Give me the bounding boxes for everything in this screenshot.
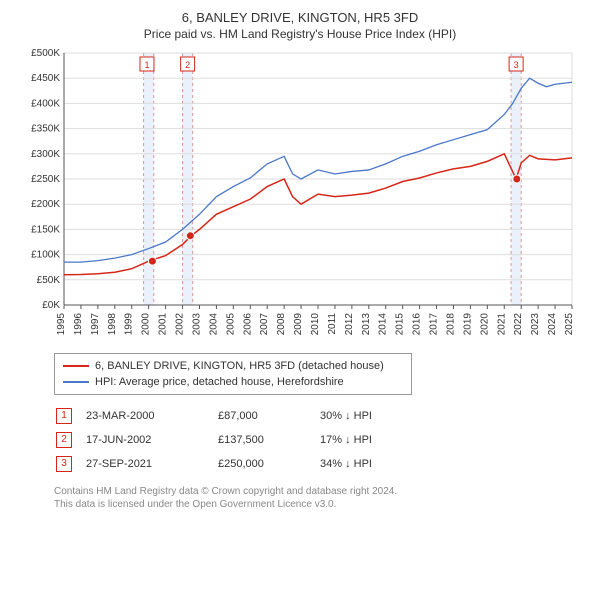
svg-text:2012: 2012 [344, 313, 355, 336]
svg-text:2024: 2024 [547, 313, 558, 336]
svg-text:£150K: £150K [31, 224, 60, 235]
svg-text:2005: 2005 [225, 313, 236, 336]
footer-line-1: Contains HM Land Registry data © Crown c… [54, 485, 590, 498]
sale-price: £137,500 [218, 429, 318, 451]
chart-title-main: 6, BANLEY DRIVE, KINGTON, HR5 3FD [10, 10, 590, 25]
svg-text:2009: 2009 [293, 313, 304, 336]
svg-text:£250K: £250K [31, 174, 60, 185]
svg-text:2: 2 [185, 60, 190, 70]
svg-text:2018: 2018 [445, 313, 456, 336]
legend-swatch [63, 365, 89, 367]
sale-date: 17-JUN-2002 [86, 429, 216, 451]
svg-text:2008: 2008 [276, 313, 287, 336]
svg-text:1996: 1996 [73, 313, 84, 336]
svg-text:1995: 1995 [56, 313, 67, 336]
sale-price: £250,000 [218, 453, 318, 475]
sale-row: 2 17-JUN-2002£137,50017% ↓ HPI [56, 429, 410, 451]
sale-index-box: 3 [56, 456, 72, 472]
svg-text:£400K: £400K [31, 98, 60, 109]
svg-text:2001: 2001 [158, 313, 169, 336]
svg-text:£300K: £300K [31, 149, 60, 160]
svg-text:2011: 2011 [327, 313, 338, 335]
legend-swatch [63, 381, 89, 383]
sale-pct-vs-hpi: 34% ↓ HPI [320, 453, 410, 475]
sale-pct-vs-hpi: 30% ↓ HPI [320, 405, 410, 427]
svg-text:2004: 2004 [208, 313, 219, 336]
footer-line-2: This data is licensed under the Open Gov… [54, 498, 590, 511]
svg-text:2013: 2013 [361, 313, 372, 336]
svg-text:2021: 2021 [496, 313, 507, 336]
legend-item: 6, BANLEY DRIVE, KINGTON, HR5 3FD (detac… [63, 358, 403, 374]
sale-index-box: 1 [56, 408, 72, 424]
sale-price: £87,000 [218, 405, 318, 427]
legend: 6, BANLEY DRIVE, KINGTON, HR5 3FD (detac… [54, 353, 412, 395]
legend-label: 6, BANLEY DRIVE, KINGTON, HR5 3FD (detac… [95, 360, 384, 372]
svg-text:2000: 2000 [141, 313, 152, 336]
sale-row: 3 27-SEP-2021£250,00034% ↓ HPI [56, 453, 410, 475]
sale-date: 27-SEP-2021 [86, 453, 216, 475]
svg-text:2016: 2016 [412, 313, 423, 336]
svg-text:2002: 2002 [175, 313, 186, 336]
svg-text:2025: 2025 [564, 313, 575, 336]
svg-text:£450K: £450K [31, 73, 60, 84]
price-chart: £0K £50K £100K £150K £200K £250K £300K £350K £40… [20, 47, 580, 347]
svg-text:3: 3 [514, 60, 519, 70]
svg-text:2020: 2020 [479, 313, 490, 336]
chart-title-sub: Price paid vs. HM Land Registry's House … [10, 27, 590, 41]
svg-text:2023: 2023 [530, 313, 541, 336]
svg-text:£500K: £500K [31, 48, 60, 59]
svg-text:£100K: £100K [31, 250, 60, 261]
svg-text:2010: 2010 [310, 313, 321, 336]
sale-pct-vs-hpi: 17% ↓ HPI [320, 429, 410, 451]
svg-text:£350K: £350K [31, 124, 60, 135]
legend-item: HPI: Average price, detached house, Here… [63, 374, 403, 390]
svg-text:£200K: £200K [31, 199, 60, 210]
svg-text:2007: 2007 [259, 313, 270, 336]
svg-text:2014: 2014 [378, 313, 389, 336]
svg-text:1998: 1998 [107, 313, 118, 336]
footer-attribution: Contains HM Land Registry data © Crown c… [54, 485, 590, 511]
svg-text:£50K: £50K [37, 275, 61, 286]
sales-table: 1 23-MAR-2000£87,00030% ↓ HPI 2 17-JUN-2002… [54, 403, 412, 477]
sale-index-box: 2 [56, 432, 72, 448]
svg-text:2017: 2017 [429, 313, 440, 336]
svg-text:1: 1 [144, 60, 149, 70]
svg-text:2015: 2015 [395, 313, 406, 336]
svg-text:1997: 1997 [90, 313, 101, 336]
svg-text:2019: 2019 [462, 313, 473, 336]
sale-date: 23-MAR-2000 [86, 405, 216, 427]
legend-label: HPI: Average price, detached house, Here… [95, 376, 344, 388]
sale-row: 1 23-MAR-2000£87,00030% ↓ HPI [56, 405, 410, 427]
svg-text:£0K: £0K [42, 300, 60, 311]
svg-text:1999: 1999 [124, 313, 135, 336]
svg-text:2006: 2006 [242, 313, 253, 336]
svg-text:2022: 2022 [513, 313, 524, 336]
svg-text:2003: 2003 [191, 313, 202, 336]
